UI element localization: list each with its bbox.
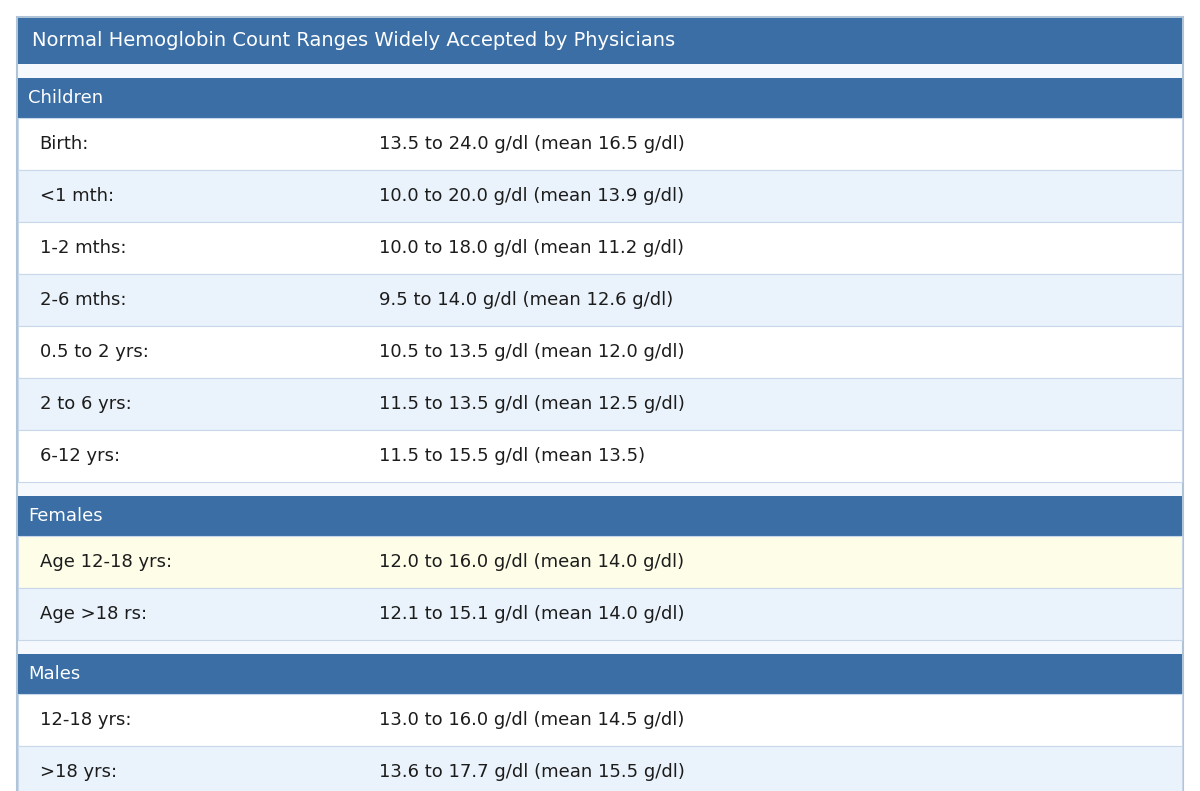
Text: 13.6 to 17.7 g/dl (mean 15.5 g/dl): 13.6 to 17.7 g/dl (mean 15.5 g/dl)	[379, 763, 685, 781]
Text: 10.5 to 13.5 g/dl (mean 12.0 g/dl): 10.5 to 13.5 g/dl (mean 12.0 g/dl)	[379, 343, 684, 361]
Text: Children: Children	[28, 89, 103, 107]
Text: 12.1 to 15.1 g/dl (mean 14.0 g/dl): 12.1 to 15.1 g/dl (mean 14.0 g/dl)	[379, 605, 684, 623]
Text: 12.0 to 16.0 g/dl (mean 14.0 g/dl): 12.0 to 16.0 g/dl (mean 14.0 g/dl)	[379, 553, 684, 571]
Text: Age >18 rs:: Age >18 rs:	[40, 605, 146, 623]
Text: 13.5 to 24.0 g/dl (mean 16.5 g/dl): 13.5 to 24.0 g/dl (mean 16.5 g/dl)	[379, 135, 684, 153]
Bar	[18, 118, 1182, 170]
Text: 11.5 to 13.5 g/dl (mean 12.5 g/dl): 11.5 to 13.5 g/dl (mean 12.5 g/dl)	[379, 395, 685, 413]
Bar	[18, 274, 1182, 326]
Bar	[18, 326, 1182, 378]
Text: 9.5 to 14.0 g/dl (mean 12.6 g/dl): 9.5 to 14.0 g/dl (mean 12.6 g/dl)	[379, 291, 673, 309]
Text: 6-12 yrs:: 6-12 yrs:	[40, 447, 120, 465]
Text: 2-6 mths:: 2-6 mths:	[40, 291, 126, 309]
Text: 1-2 mths:: 1-2 mths:	[40, 239, 126, 257]
Bar	[18, 170, 1182, 222]
Bar	[18, 746, 1182, 791]
Text: Normal Hemoglobin Count Ranges Widely Accepted by Physicians: Normal Hemoglobin Count Ranges Widely Ac…	[32, 32, 676, 51]
Text: 10.0 to 18.0 g/dl (mean 11.2 g/dl): 10.0 to 18.0 g/dl (mean 11.2 g/dl)	[379, 239, 684, 257]
Text: 10.0 to 20.0 g/dl (mean 13.9 g/dl): 10.0 to 20.0 g/dl (mean 13.9 g/dl)	[379, 187, 684, 205]
Text: >18 yrs:: >18 yrs:	[40, 763, 116, 781]
Bar	[18, 694, 1182, 746]
Bar	[18, 654, 1182, 694]
Text: 12-18 yrs:: 12-18 yrs:	[40, 711, 131, 729]
Text: <1 mth:: <1 mth:	[40, 187, 114, 205]
Text: 0.5 to 2 yrs:: 0.5 to 2 yrs:	[40, 343, 149, 361]
Text: Males: Males	[28, 665, 80, 683]
Text: Birth:: Birth:	[40, 135, 89, 153]
Bar	[18, 378, 1182, 430]
Bar	[18, 430, 1182, 482]
Bar	[18, 536, 1182, 588]
Text: 2 to 6 yrs:: 2 to 6 yrs:	[40, 395, 131, 413]
Text: Age 12-18 yrs:: Age 12-18 yrs:	[40, 553, 172, 571]
Bar	[18, 588, 1182, 640]
Text: Females: Females	[28, 507, 103, 525]
Bar	[18, 78, 1182, 118]
Bar	[18, 496, 1182, 536]
Text: 13.0 to 16.0 g/dl (mean 14.5 g/dl): 13.0 to 16.0 g/dl (mean 14.5 g/dl)	[379, 711, 684, 729]
Bar	[18, 18, 1182, 64]
Text: 11.5 to 15.5 g/dl (mean 13.5): 11.5 to 15.5 g/dl (mean 13.5)	[379, 447, 644, 465]
Bar	[18, 222, 1182, 274]
